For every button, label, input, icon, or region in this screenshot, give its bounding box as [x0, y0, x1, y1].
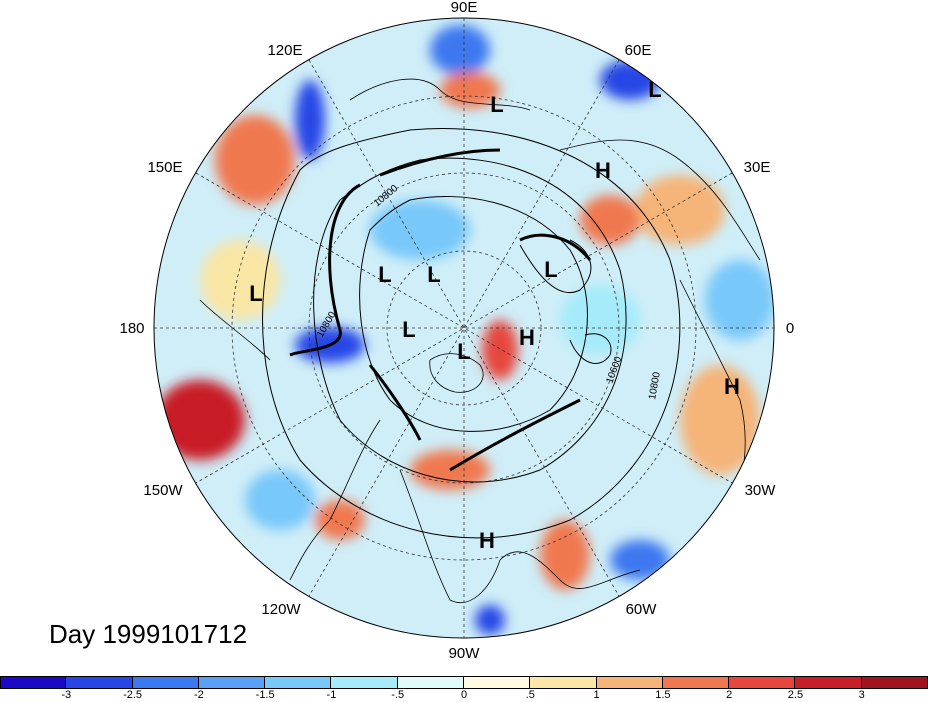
colorbar-swatch — [729, 676, 796, 689]
colorbar-swatch — [198, 676, 266, 689]
colorbar-tick-label: .5 — [525, 689, 535, 701]
coastlines — [199, 78, 761, 603]
colorbar-swatch — [0, 676, 67, 689]
colorbar-swatch — [132, 676, 199, 689]
longitude-labels: 90E 60E 30E 0 30W 60W 90W 120W 150W 180 … — [119, 0, 794, 662]
colorbar-tick-label: -2.5 — [123, 689, 143, 701]
colorbar-tick-label: 2.5 — [787, 689, 804, 701]
colorbar-swatch — [397, 676, 464, 689]
lon-label-180: 180 — [119, 320, 144, 337]
lon-label-60w: 60W — [626, 601, 658, 618]
anomaly-field — [154, 18, 774, 638]
high-center: H — [724, 374, 740, 399]
colorbar-tick-label: -1.5 — [255, 689, 275, 701]
colorbar-tick-label: -3 — [61, 689, 72, 701]
colorbar-swatch — [662, 676, 730, 689]
colorbar-swatch — [596, 676, 663, 689]
colorbar-swatch — [530, 676, 597, 689]
colorbar-tick-label: 1 — [593, 689, 600, 701]
contour-label: 10800 — [647, 371, 663, 401]
colorbar-tick-label: -.5 — [391, 689, 405, 701]
low-center: L — [457, 339, 470, 364]
colorbar-swatch — [331, 676, 398, 689]
low-center: L — [249, 281, 262, 306]
graticule — [154, 18, 774, 638]
colorbar-tick-label: 2 — [726, 689, 733, 701]
height-contours — [262, 128, 681, 539]
lon-label-0: 0 — [786, 320, 794, 337]
low-center: L — [427, 262, 440, 287]
colorbar-swatch — [795, 676, 862, 689]
colorbar: -3 -2.5 -2 -1.5 -1 -.5 0 .5 1 1.5 2 2.5 3 — [0, 673, 928, 702]
low-center: L — [378, 262, 391, 287]
colorbar-tick-label: -2 — [193, 689, 204, 701]
lon-label-90w: 90W — [449, 645, 481, 662]
lon-label-120w: 120W — [261, 601, 301, 618]
high-center: H — [595, 158, 611, 183]
colorbar-swatch — [464, 676, 531, 689]
lon-label-90e: 90E — [451, 0, 478, 16]
lon-label-30e: 30E — [744, 159, 771, 176]
lon-label-120e: 120E — [267, 42, 302, 59]
colorbar-frame — [0, 676, 928, 689]
pressure-centers: L L H L L L L L H L H H — [249, 77, 740, 553]
low-center: L — [402, 317, 415, 342]
lon-label-30w: 30W — [745, 482, 777, 499]
high-center: H — [519, 325, 535, 350]
lon-label-150e: 150E — [147, 159, 182, 176]
colorbar-tick-label: -1 — [326, 689, 337, 701]
low-center: L — [544, 257, 557, 282]
colorbar-tick-label: 0 — [460, 689, 468, 701]
colorbar-swatch — [265, 676, 332, 689]
polar-map: 90E 60E 30E 0 30W 60W 90W 120W 150W 180 … — [119, 0, 794, 662]
map-title: Day 1999101712 — [49, 619, 248, 649]
colorbar-tick-label: 1.5 — [655, 689, 671, 701]
low-center: L — [490, 92, 503, 117]
low-center: L — [648, 77, 661, 102]
lon-label-150w: 150W — [143, 482, 183, 499]
colorbar-tick-label: 3 — [858, 689, 865, 701]
lon-label-60e: 60E — [625, 42, 652, 59]
high-center: H — [479, 528, 495, 553]
map-border — [153, 17, 775, 639]
colorbar-swatch — [66, 676, 133, 689]
